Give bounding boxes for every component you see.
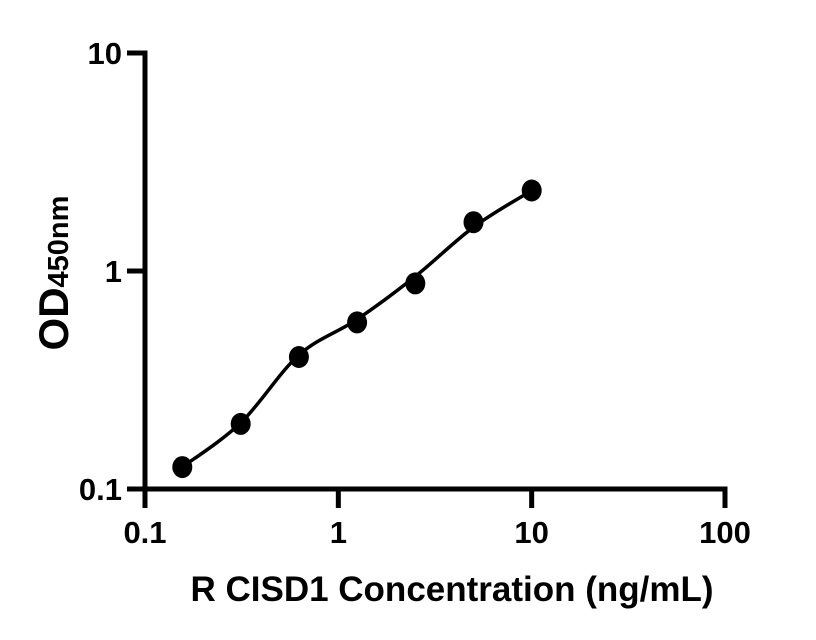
x-tick-label: 100 bbox=[699, 515, 751, 550]
data-point bbox=[288, 346, 309, 368]
data-point bbox=[405, 272, 426, 295]
x-tick-label: 10 bbox=[514, 515, 548, 550]
x-tick-label: 1 bbox=[330, 515, 347, 550]
data-point bbox=[230, 412, 251, 435]
y-tick-label: 10 bbox=[88, 36, 122, 71]
axes bbox=[142, 50, 728, 492]
plot-area bbox=[172, 179, 542, 479]
data-point bbox=[463, 211, 484, 234]
y-axis-title: OD450nm bbox=[30, 196, 77, 351]
data-point bbox=[347, 311, 368, 334]
data-point bbox=[172, 456, 193, 479]
axis-ticks bbox=[127, 50, 728, 508]
y-axis-title-subscript: 450nm bbox=[43, 196, 75, 288]
y-tick-label: 0.1 bbox=[79, 472, 122, 507]
x-tick-label: 0.1 bbox=[123, 515, 166, 550]
data-point bbox=[521, 179, 542, 202]
x-axis-title: R CISD1 Concentration (ng/mL) bbox=[190, 570, 713, 609]
y-tick-label: 1 bbox=[105, 254, 122, 289]
y-axis-title-main: OD bbox=[30, 287, 77, 350]
axis-tick-labels: 0.1 1 10 0.1 1 10 100 bbox=[79, 36, 751, 550]
